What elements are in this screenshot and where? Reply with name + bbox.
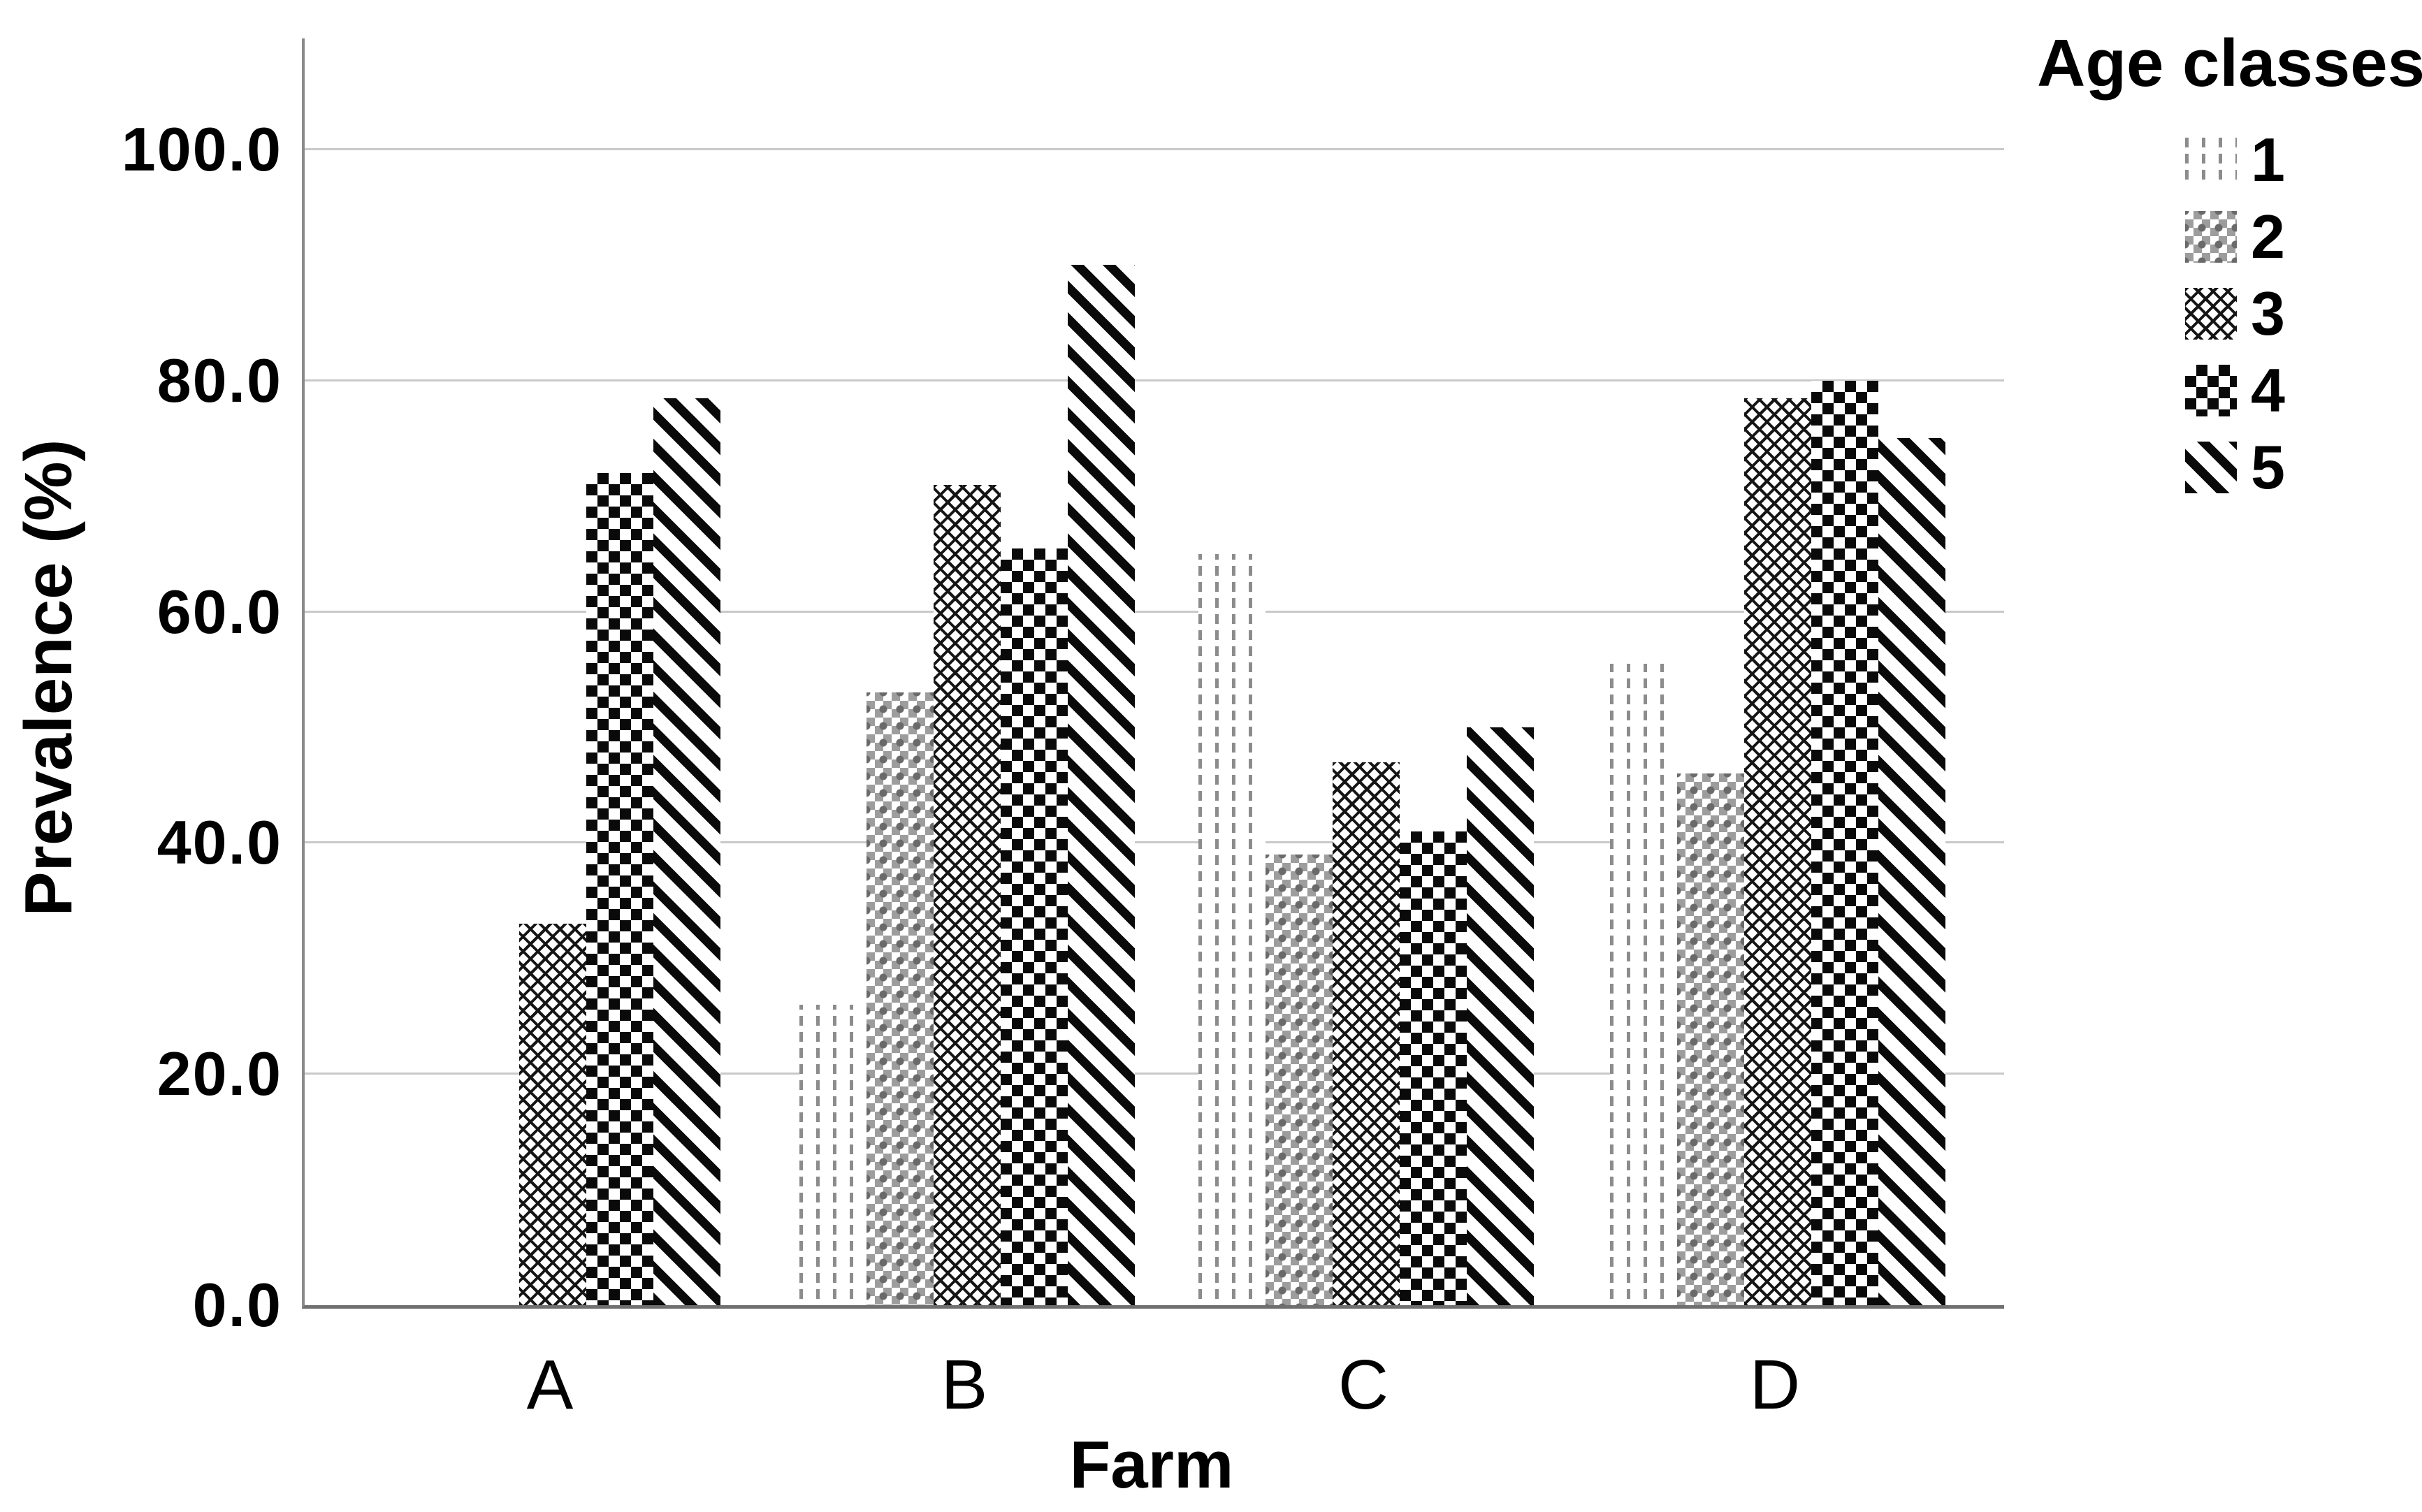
bar-farm-C-class-4: [1400, 831, 1467, 1305]
gridline: [305, 610, 2004, 613]
bar-farm-D-class-1: [1610, 664, 1677, 1305]
bar-farm-C-class-5: [1467, 727, 1534, 1305]
legend-item-1: 1: [2185, 122, 2418, 198]
legend-swatch-vertical-dashed-icon: [2185, 134, 2237, 186]
bar-farm-B-class-2: [866, 692, 934, 1305]
x-tick-label-D: D: [1749, 1346, 1801, 1424]
legend-item-2: 2: [2185, 198, 2418, 275]
bar-farm-A-class-4: [586, 473, 653, 1305]
y-tick-label: 0.0: [192, 1270, 282, 1339]
legend-label: 1: [2251, 125, 2285, 194]
legend-swatch-diagonal-stripes-icon: [2185, 442, 2237, 493]
legend-item-4: 4: [2185, 352, 2418, 429]
legend-swatch-gray-plus-check-icon: [2185, 211, 2237, 263]
legend-label: 3: [2251, 279, 2285, 348]
bar-farm-C-class-3: [1333, 762, 1400, 1305]
bar-farm-D-class-3: [1744, 398, 1811, 1305]
legend-label: 2: [2251, 202, 2285, 271]
y-axis-title: Prevalence (%): [11, 439, 86, 917]
legend-swatch-checkerboard-icon: [2185, 365, 2237, 416]
bar-farm-B-class-1: [799, 1005, 866, 1305]
bar-farm-D-class-2: [1677, 773, 1744, 1305]
y-tick-label: 80.0: [157, 345, 282, 415]
gridline: [305, 148, 2004, 150]
bar-farm-B-class-5: [1068, 265, 1135, 1305]
legend-label: 4: [2251, 356, 2285, 425]
y-tick-label: 60.0: [157, 576, 282, 646]
bar-farm-B-class-3: [934, 485, 1001, 1305]
x-tick-label-B: B: [941, 1346, 988, 1424]
bar-farm-A-class-5: [653, 398, 720, 1305]
bar-farm-C-class-1: [1198, 554, 1266, 1305]
legend-item-list: 1 2 3 4 5: [2037, 122, 2418, 506]
legend-item-3: 3: [2185, 275, 2418, 352]
bar-farm-A-class-3: [519, 924, 586, 1305]
legend: Age classes 1 2 3 4 5: [2037, 25, 2422, 506]
legend-label: 5: [2251, 432, 2285, 502]
y-tick-label: 40.0: [157, 808, 282, 878]
bar-farm-B-class-4: [1001, 548, 1068, 1305]
bar-farm-C-class-2: [1266, 855, 1333, 1305]
gridline: [305, 841, 2004, 844]
y-tick-label: 100.0: [121, 115, 282, 184]
x-axis-title: Farm: [1069, 1427, 1234, 1502]
y-tick-label: 20.0: [157, 1039, 282, 1109]
legend-title: Age classes: [2037, 26, 2422, 101]
gridline: [305, 379, 2004, 381]
plot-area: [302, 38, 2004, 1309]
bar-farm-D-class-5: [1878, 438, 1945, 1305]
bar-farm-D-class-4: [1811, 381, 1878, 1305]
legend-swatch-diagonal-lattice-icon: [2185, 288, 2237, 340]
legend-item-5: 5: [2185, 429, 2418, 506]
x-tick-label-C: C: [1337, 1346, 1389, 1424]
x-tick-label-A: A: [526, 1346, 574, 1424]
gridline: [305, 1073, 2004, 1075]
